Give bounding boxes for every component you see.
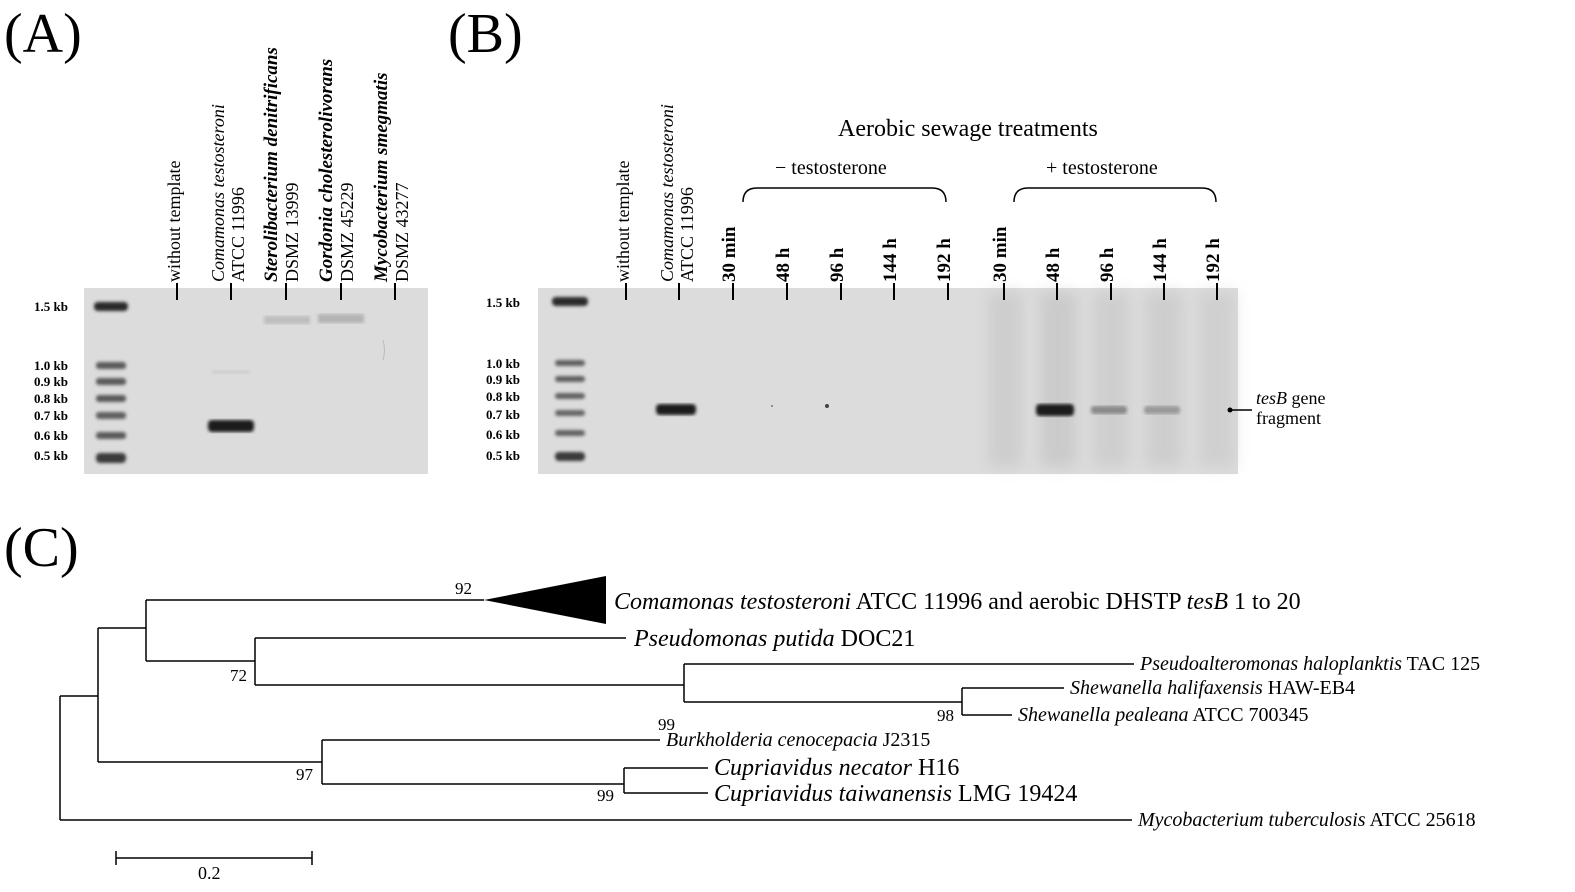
bootstrap-99-cupriavidus: 99 xyxy=(597,786,614,805)
lane-marker-b-2 xyxy=(678,283,680,300)
lane-marker-b-11 xyxy=(1163,283,1165,300)
lane-marker-b-12 xyxy=(1216,283,1218,300)
gel-image-a xyxy=(84,288,428,474)
lane-marker-b-7 xyxy=(947,283,949,300)
lane-marker-b-8 xyxy=(1003,283,1005,300)
taxon-comamonas-clade: Comamonas testosteroni ATCC 11996 and ae… xyxy=(614,589,1301,615)
lane-marker-b-9 xyxy=(1056,283,1058,300)
panel-label-b: (B) xyxy=(448,3,523,65)
band-b-plus-48h xyxy=(1036,404,1074,416)
ladder-label-a-700: 0.7 kb xyxy=(34,408,68,423)
taxon-pseudomonas-putida: Pseudomonas putida DOC21 xyxy=(634,626,916,652)
panel-label-a: (A) xyxy=(4,3,82,65)
taxon-burkholderia: Burkholderia cenocepacia J2315 xyxy=(666,729,931,751)
ladder-label-b-800: 0.8 kb xyxy=(486,389,520,404)
bootstrap-99-shewanella: 99 xyxy=(658,715,675,734)
taxon-mycobacterium-tuberculosis: Mycobacterium tuberculosis ATCC 25618 xyxy=(1138,809,1476,831)
panel-label-c: (C) xyxy=(4,517,79,579)
band-b-plus-96h xyxy=(1091,406,1127,414)
taxon-shewanella-halifaxensis: Shewanella halifaxensis HAW-EB4 xyxy=(1070,677,1356,699)
lane-marker-b-10 xyxy=(1110,283,1112,300)
ladder-label-a-800: 0.8 kb xyxy=(34,391,68,406)
collapsed-clade-triangle xyxy=(484,576,606,624)
ladder-label-b-500: 0.5 kb xyxy=(486,448,520,463)
taxon-shewanella-pealeana: Shewanella pealeana ATCC 700345 xyxy=(1018,704,1309,726)
band-b-plus-144h xyxy=(1144,406,1180,414)
band-a-comamonas xyxy=(208,420,254,432)
bootstrap-97: 97 xyxy=(296,765,313,784)
ladder-label-b-1000: 1.0 kb xyxy=(486,356,520,371)
group-plus-testosterone: + testosterone xyxy=(1046,157,1158,179)
ladder-label-a-600: 0.6 kb xyxy=(34,428,68,443)
ladder-lane-b xyxy=(552,297,588,461)
band-a-sterolibacterium xyxy=(264,316,310,324)
lane-marker-a-5 xyxy=(394,283,396,300)
ladder-label-a-500: 0.5 kb xyxy=(34,448,68,463)
ladder-lane-a xyxy=(94,302,128,463)
bootstrap-92: 92 xyxy=(455,579,472,598)
lane-marker-b-5 xyxy=(840,283,842,300)
bootstrap-98: 98 xyxy=(937,706,954,725)
taxon-cupriavidus-necator: Cupriavidus necator H16 xyxy=(714,755,960,781)
group-minus-testosterone: − testosterone xyxy=(775,157,887,179)
ladder-label-b-600: 0.6 kb xyxy=(486,427,520,442)
ladder-label-b-900: 0.9 kb xyxy=(486,372,520,387)
band-b-comamonas xyxy=(656,404,696,415)
scale-bar-label: 0.2 xyxy=(198,863,221,883)
lane-marker-b-3 xyxy=(732,283,734,300)
taxon-cupriavidus-taiwanensis: Cupriavidus taiwanensis LMG 19424 xyxy=(714,781,1078,807)
lane-marker-b-1 xyxy=(625,283,627,300)
ladder-label-a-900: 0.9 kb xyxy=(34,374,68,389)
band-a-gordonia xyxy=(318,314,364,323)
lane-marker-a-2 xyxy=(230,283,232,300)
band-annotation: tesB gene fragment xyxy=(1256,388,1326,428)
bootstrap-72: 72 xyxy=(230,666,247,685)
ladder-label-a-1000: 1.0 kb xyxy=(34,358,68,373)
lane-marker-a-1 xyxy=(176,283,178,300)
taxon-pseudoalteromonas: Pseudoalteromonas haloplanktis TAC 125 xyxy=(1140,653,1481,675)
ladder-label-b-700: 0.7 kb xyxy=(486,407,520,422)
lane-marker-a-3 xyxy=(285,283,287,300)
ladder-label-a-1500: 1.5 kb xyxy=(34,299,68,314)
lane-marker-b-4 xyxy=(786,283,788,300)
ladder-label-b-1500: 1.5 kb xyxy=(486,295,520,310)
panel-b-heading: Aerobic sewage treatments xyxy=(838,116,1098,142)
lane-marker-b-6 xyxy=(893,283,895,300)
lane-marker-a-4 xyxy=(340,283,342,300)
